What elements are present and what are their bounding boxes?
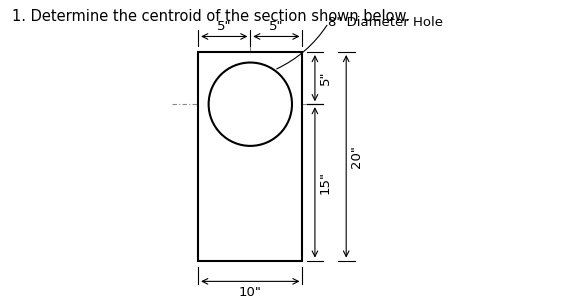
Text: 5": 5" — [217, 20, 231, 33]
Text: 5": 5" — [319, 71, 332, 86]
Text: 5": 5" — [269, 20, 284, 33]
Circle shape — [208, 63, 292, 146]
Text: 8" Diameter Hole: 8" Diameter Hole — [328, 16, 443, 29]
Text: 10": 10" — [239, 285, 262, 297]
Text: 1. Determine the centroid of the section shown below.: 1. Determine the centroid of the section… — [12, 9, 409, 24]
Text: 15": 15" — [319, 171, 332, 194]
Bar — [198, 52, 303, 260]
Text: 20": 20" — [350, 145, 363, 168]
